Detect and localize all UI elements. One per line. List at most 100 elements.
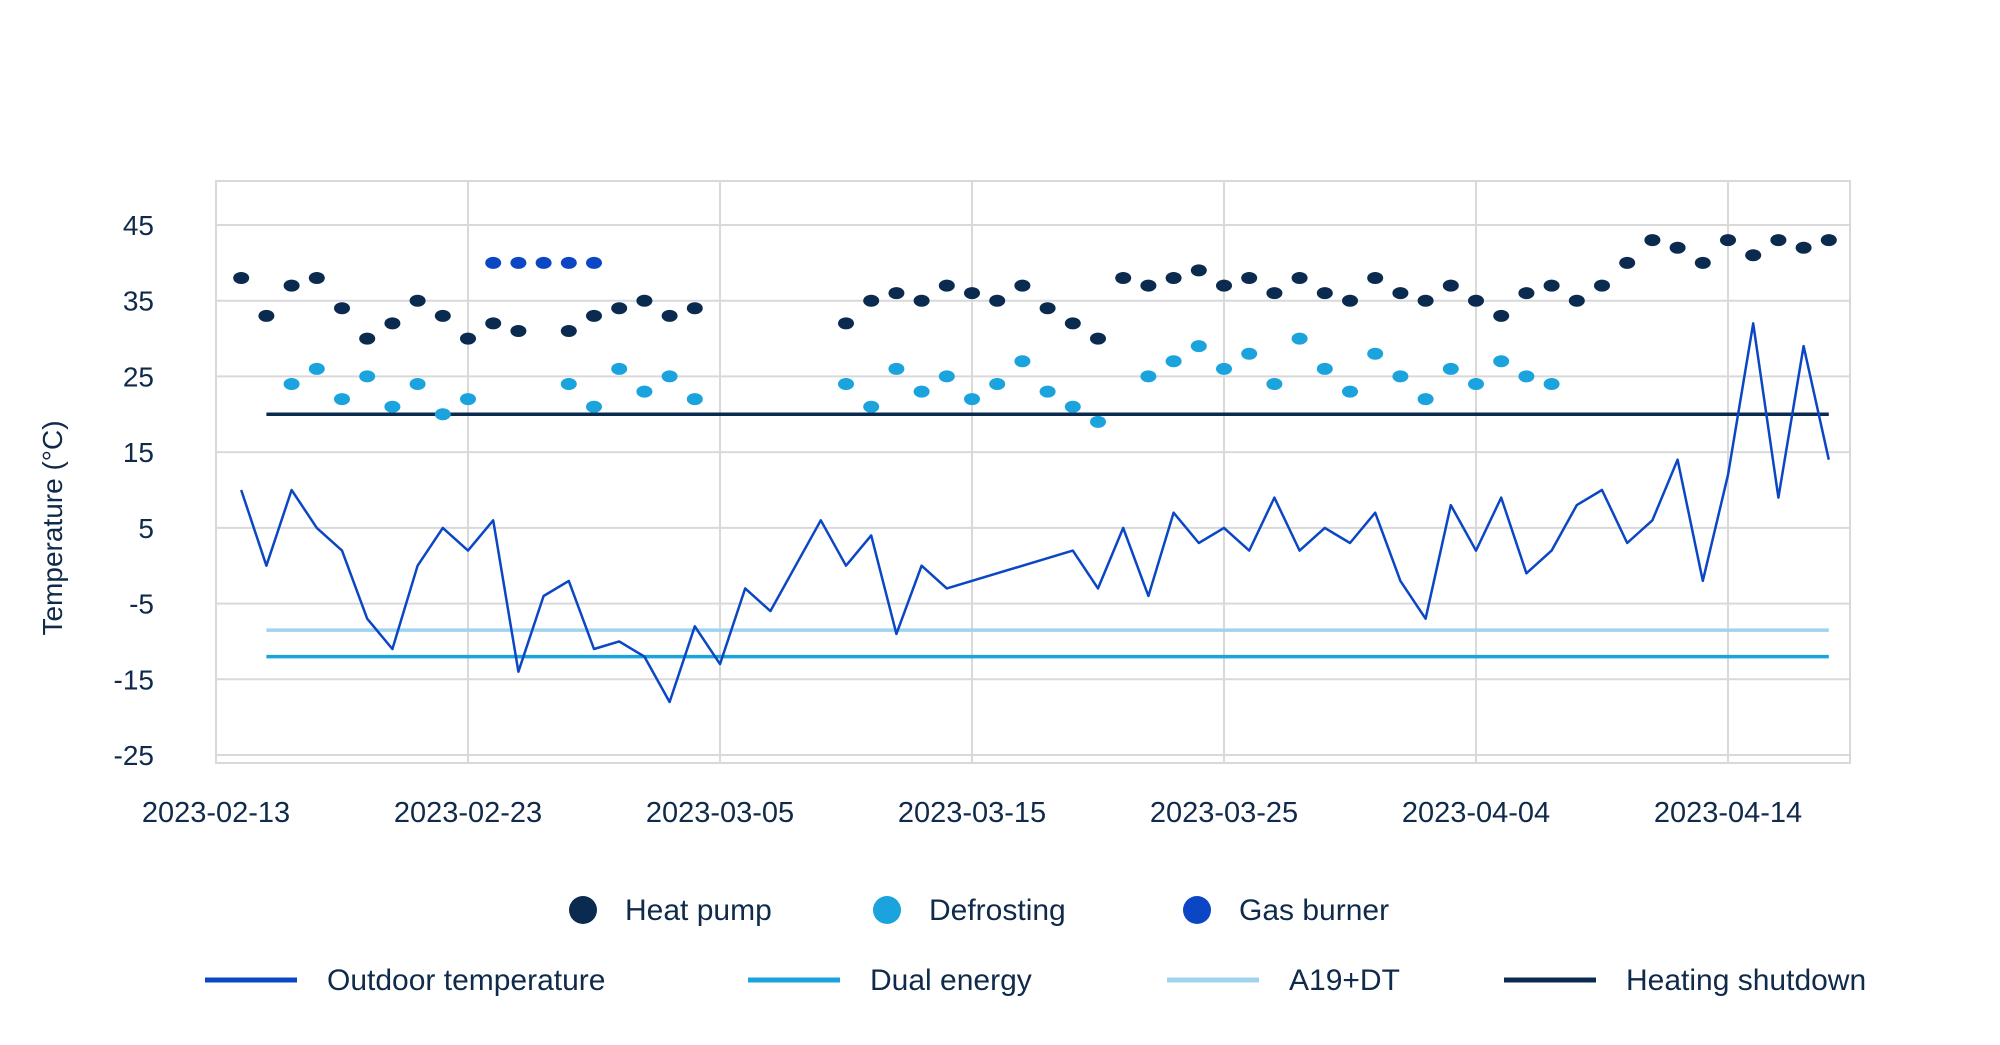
legend-item-heat-pump: Heat pump: [569, 894, 772, 927]
heat-pump-point: [1820, 234, 1837, 247]
x-tick-label: 2023-02-23: [394, 797, 542, 829]
heat-pump-point: [686, 302, 703, 315]
series: [233, 234, 1837, 704]
x-tick-label: 2023-04-14: [1654, 797, 1802, 829]
y-axis-ticks: 45 35 25 15 5 -5 -15 -25: [114, 210, 154, 771]
x-tick-label: 2023-03-05: [646, 797, 794, 829]
defrosting-point: [611, 362, 628, 375]
defrosting-point: [460, 393, 476, 406]
y-axis-label: Temperature (°C): [37, 420, 68, 635]
heat-pump-point: [611, 302, 628, 315]
heat-pump-point: [1694, 256, 1711, 269]
heat-pump-point: [1392, 287, 1409, 300]
x-tick-label: 2023-03-25: [1150, 797, 1298, 829]
defrosting-point: [1417, 393, 1434, 406]
heat-pump-point: [308, 272, 325, 284]
legend-label: Outdoor temperature: [327, 964, 605, 997]
defrosting-point: [1090, 415, 1106, 428]
defrosting-point: [586, 400, 602, 413]
legend-marker: [569, 896, 597, 924]
heat-pump-point: [989, 294, 1006, 307]
gas-burner-point: [586, 256, 602, 269]
legend-item-gas-burner: Gas burner: [1183, 894, 1389, 927]
heat-pump-point: [1770, 234, 1787, 247]
legend-item-outdoor-temperature: Outdoor temperature: [205, 964, 605, 997]
heat-pump-point: [1442, 279, 1459, 292]
defrosting-point: [1216, 362, 1232, 375]
defrosting-point: [308, 362, 325, 375]
legend-item-defrosting: Defrosting: [873, 894, 1066, 927]
heat-pump-point: [1266, 287, 1283, 300]
heat-pump-point: [1493, 309, 1510, 322]
heat-pump-point: [485, 317, 502, 330]
heat-pump-point: [1014, 279, 1031, 292]
heat-pump-point: [1720, 234, 1736, 247]
defrosting-point: [1316, 362, 1333, 375]
legend-label: Heating shutdown: [1626, 964, 1866, 997]
defrosting-point: [1190, 340, 1207, 353]
heat-pump-point: [1795, 241, 1812, 254]
defrosting-point: [1442, 362, 1459, 375]
heat-pump-point: [964, 287, 980, 300]
y-tick-label: 45: [123, 210, 154, 241]
defrosting-point: [1014, 355, 1031, 368]
heat-pump-point: [1543, 279, 1560, 292]
grid: [215, 180, 1851, 764]
x-tick-label: 2023-02-13: [142, 797, 290, 829]
legend-label: Defrosting: [929, 894, 1066, 927]
heat-pump-point: [863, 294, 880, 307]
gas-burner-point: [560, 256, 577, 269]
defrosting-point: [989, 378, 1006, 390]
heat-pump-point: [258, 309, 275, 322]
legend-marker: [873, 896, 901, 924]
defrosting-point: [1543, 378, 1560, 390]
plot-frame: [215, 180, 1851, 764]
heat-pump-point: [384, 317, 401, 330]
gas-burner-series: [485, 256, 602, 269]
heat-pump-point: [233, 272, 250, 284]
gas-burner-point: [510, 256, 527, 269]
heat-pump-point: [913, 294, 930, 307]
heat-pump-point: [1644, 234, 1661, 247]
heat-pump-point: [1745, 249, 1762, 262]
y-tick-label: -25: [114, 740, 154, 771]
heat-pump-point: [661, 309, 678, 322]
heat-pump-point: [1669, 241, 1686, 254]
defrosting-point: [359, 370, 376, 383]
legend-label: Gas burner: [1239, 894, 1389, 927]
defrosting-point: [964, 393, 980, 406]
heat-pump-point: [1568, 294, 1585, 307]
defrosting-point: [409, 378, 426, 390]
heat-pump-point: [1316, 287, 1333, 300]
heat-pump-point: [283, 279, 300, 292]
heat-pump-point: [1165, 272, 1182, 284]
defrosting-point: [1468, 378, 1484, 390]
heat-pump-point: [359, 332, 376, 345]
heat-pump-point: [888, 287, 905, 300]
defrosting-point: [560, 378, 577, 390]
defrosting-point: [1392, 370, 1409, 383]
defrosting-point: [636, 385, 653, 398]
heat-pump-point: [1594, 279, 1610, 292]
y-tick-label: 25: [123, 361, 154, 392]
defrosting-point: [384, 400, 401, 413]
defrosting-point: [1165, 355, 1182, 368]
defrosting-point: [1291, 332, 1308, 345]
legend-item-dual-energy: Dual energy: [748, 964, 1032, 997]
heat-pump-point: [1367, 272, 1384, 284]
defrosting-point: [661, 370, 678, 383]
y-tick-label: 35: [123, 286, 154, 317]
defrosting-point: [863, 400, 880, 413]
legend-label: Dual energy: [870, 964, 1032, 997]
defrosting-point: [938, 370, 955, 383]
y-tick-label: -15: [114, 664, 154, 695]
defrosting-point: [686, 393, 703, 406]
heat-pump-point: [938, 279, 955, 292]
defrosting-point: [838, 378, 854, 390]
defrosting-point: [334, 393, 350, 406]
x-axis-ticks: 2023-02-13 2023-02-23 2023-03-05 2023-03-15…: [142, 797, 1802, 829]
heat-pump-point: [1216, 279, 1232, 292]
outdoor-temperature-line: [240, 322, 1831, 704]
heat-pump-point: [1291, 272, 1308, 284]
